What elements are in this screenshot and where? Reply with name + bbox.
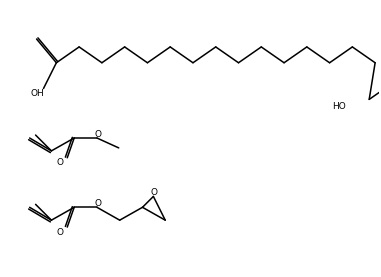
Text: HO: HO bbox=[331, 102, 345, 111]
Text: O: O bbox=[57, 158, 64, 167]
Text: O: O bbox=[94, 199, 101, 208]
Text: O: O bbox=[151, 188, 158, 197]
Text: O: O bbox=[94, 130, 101, 138]
Text: O: O bbox=[57, 227, 64, 237]
Text: OH: OH bbox=[31, 89, 45, 98]
